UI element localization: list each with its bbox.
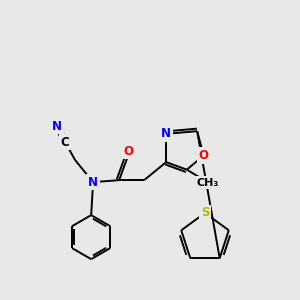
- Text: CH₃: CH₃: [197, 178, 219, 188]
- Text: N: N: [161, 128, 171, 140]
- Text: N: N: [52, 120, 62, 133]
- Text: O: O: [123, 145, 133, 158]
- Text: N: N: [88, 176, 98, 189]
- Text: S: S: [201, 206, 209, 220]
- Text: O: O: [199, 149, 209, 162]
- Text: C: C: [61, 136, 70, 148]
